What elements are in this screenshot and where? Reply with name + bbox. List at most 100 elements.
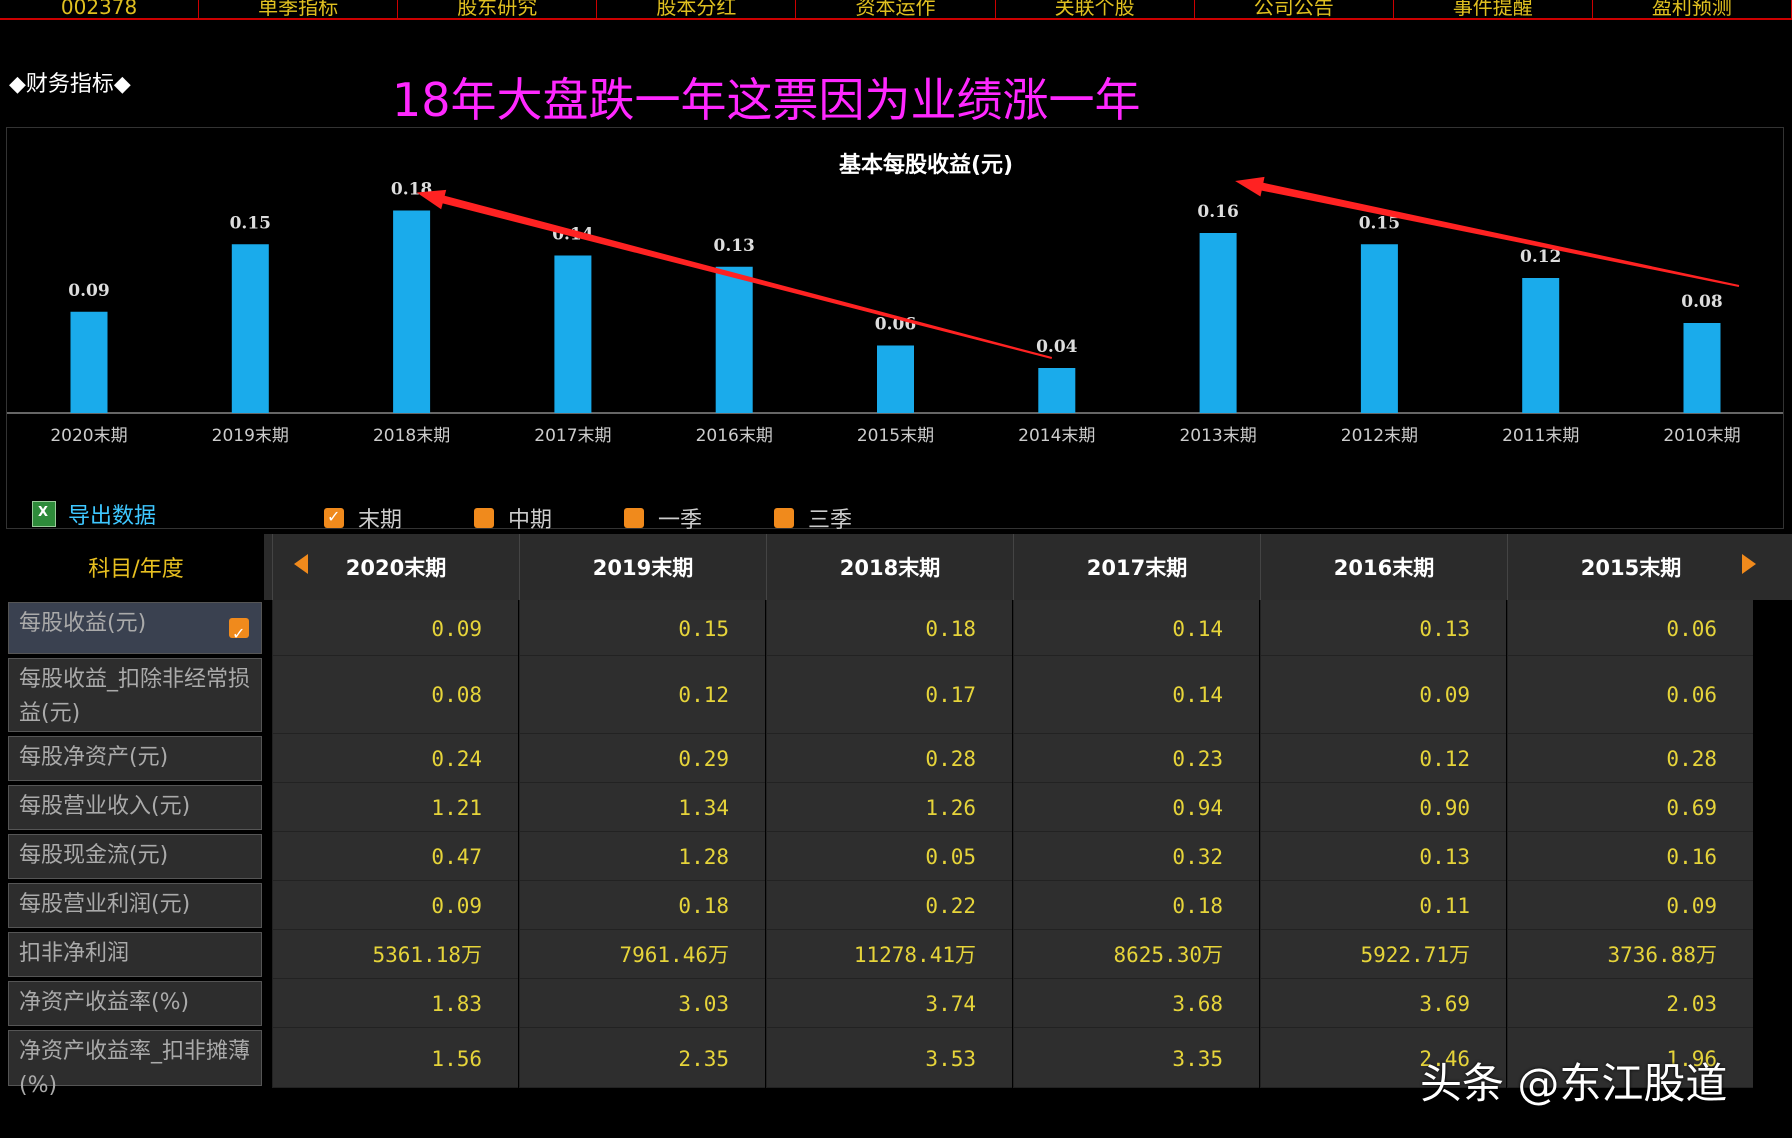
table-row[interactable]: 净资产收益率_扣非摊薄(%) 1.56 2.35 3.53 3.35 2.46 1.96 [8,1028,1792,1098]
row-label-text: 每股现金流(元) [19,843,169,868]
top-nav-tab[interactable]: 资本运作 [796,0,996,18]
table-cell: 7961.46万 [519,930,765,979]
export-data-label: 导出数据 [68,504,157,529]
table-cell: 0.28 [1507,734,1753,783]
checkbox-q3[interactable]: 三季 [774,502,852,534]
top-nav-tab[interactable]: 股本分红 [597,0,797,18]
table-cell: 8625.30万 [1013,930,1259,979]
top-nav-tab[interactable]: 事件提醒 [1394,0,1593,18]
table-cell: 1.96 [1507,1028,1753,1088]
table-cell: 0.13 [1260,600,1506,656]
row-label[interactable]: 每股营业利润(元) [8,883,262,928]
bar-value-label: 0.08 [1681,292,1722,312]
row-label-text: 净资产收益率(%) [19,990,190,1015]
table-row[interactable]: 扣非净利润 5361.18万 7961.46万 11278.41万 8625.30万 59… [8,930,1792,979]
watermark: 头条 @东江股道 [1420,1059,1728,1108]
top-nav-tab[interactable]: 盈利预测 [1593,0,1792,18]
row-label[interactable]: 每股现金流(元) [8,834,262,879]
table-cell: 11278.41万 [766,930,1012,979]
chart-bar [1683,323,1721,413]
scroll-right-arrow-icon[interactable] [1742,554,1756,574]
table-row[interactable]: 每股营业收入(元) 1.21 1.34 1.26 0.94 0.90 0.69 [8,783,1792,832]
export-data-button[interactable]: 导出数据 [32,498,156,530]
x-tick-label: 2017末期 [534,426,611,446]
scroll-left-arrow-icon[interactable] [294,554,308,574]
table-cell: 0.18 [766,600,1012,656]
table-cell: 0.69 [1507,783,1753,832]
table-cell: 0.15 [519,600,765,656]
table-cell: 0.28 [766,734,1012,783]
bar-value-label: 0.09 [68,281,109,301]
table-cell: 0.09 [272,881,518,930]
table-row[interactable]: 每股收益(元) 0.090.150.180.140.130.06 [8,600,1792,656]
table-cell: 0.29 [519,734,765,783]
top-nav-tab[interactable]: 单季指标 [199,0,399,18]
table-cell: 0.18 [519,881,765,930]
bar-value-label: 0.15 [230,213,271,233]
row-label[interactable]: 每股收益_扣除非经常损益(元) [8,658,262,732]
table-cell: 0.24 [272,734,518,783]
table-row[interactable]: 净资产收益率(%) 1.83 3.03 3.74 3.68 3.69 2.03 [8,979,1792,1028]
table-row[interactable]: 每股收益_扣除非经常损益(元) 0.08 0.12 0.17 0.14 0.09 0.06 [8,656,1792,734]
table-cell: 0.14 [1013,656,1259,734]
checkbox-interim[interactable]: 中期 [474,502,552,534]
top-nav-tab[interactable]: 关联个股 [996,0,1195,18]
row-label[interactable]: 每股收益(元) [8,602,262,654]
checkbox-annual[interactable]: 末期 [324,502,402,534]
row-label[interactable]: 每股营业收入(元) [8,785,262,830]
row-checkbox-icon[interactable] [229,617,249,651]
table-cell: 3.53 [766,1028,1012,1088]
table-cell: 0.17 [766,656,1012,734]
table-row[interactable]: 每股现金流(元) 0.47 1.28 0.05 0.32 0.13 0.16 [8,832,1792,881]
column-header: 2016末期 [1260,534,1507,600]
chart-bar [1522,278,1560,413]
eps-bar-chart: 基本每股收益(元)0.092020末期0.152019末期0.182018末期0… [7,152,1783,446]
annotation-arrow-right [1235,176,1740,287]
table-cell: 0.22 [766,881,1012,930]
row-label[interactable]: 扣非净利润 [8,932,262,977]
checkbox-icon[interactable] [624,508,644,528]
checkbox-label: 末期 [358,508,403,533]
table-cell: 0.11 [1260,881,1506,930]
table-cell: 0.09 [272,600,518,656]
chart-title: 基本每股收益(元) [839,152,1013,178]
column-header: 2015末期 [1507,534,1754,600]
row-label-text: 每股营业利润(元) [19,892,191,917]
bar-value-label: 0.13 [713,236,754,256]
table-corner-label: 科目/年度 [8,534,264,600]
top-nav-tab[interactable]: 公司公告 [1195,0,1394,18]
bar-value-label: 0.15 [1359,213,1400,233]
table-cell: 3.74 [766,979,1012,1028]
table-cell: 1.28 [519,832,765,881]
bar-value-label: 0.04 [1036,337,1078,357]
table-header: 科目/年度 2020末期 2019末期 2018末期 2017末期 2016末期… [8,534,1792,600]
row-label[interactable]: 净资产收益率(%) [8,981,262,1026]
row-label[interactable]: 净资产收益率_扣非摊薄(%) [8,1030,262,1098]
checkbox-q1[interactable]: 一季 [624,502,702,534]
table-cell: 0.12 [519,656,765,734]
table-cell: 0.32 [1013,832,1259,881]
table-cell: 0.09 [1260,656,1506,734]
row-label[interactable]: 每股净资产(元) [8,736,262,781]
top-nav-tab[interactable]: 股东研究 [398,0,598,18]
row-label-text: 净资产收益率_扣非摊薄(%) [19,1039,251,1098]
table-cell: 0.94 [1013,783,1259,832]
table-cell: 1.26 [766,783,1012,832]
chart-toolbar: 导出数据 末期 中期 一季 三季 [0,490,1792,534]
row-label-text: 每股收益(元) [19,611,147,636]
table-cell: 0.16 [1507,832,1753,881]
chart-bar [554,255,592,413]
checkbox-icon[interactable] [324,507,344,528]
table-cell: 3.35 [1013,1028,1259,1088]
checkbox-label: 一季 [658,508,703,533]
checkbox-icon[interactable] [474,508,494,528]
top-nav-tab[interactable]: 002378 [0,0,200,18]
chart-bar [715,266,753,413]
table-row[interactable]: 每股净资产(元) 0.24 0.29 0.28 0.23 0.12 0.28 [8,734,1792,783]
table-cell: 0.18 [1013,881,1259,930]
row-label-text: 每股营业收入(元) [19,794,191,819]
checkbox-icon[interactable] [774,508,794,528]
table-row[interactable]: 每股营业利润(元) 0.09 0.18 0.22 0.18 0.11 0.09 [8,881,1792,930]
table-cell: 0.12 [1260,734,1506,783]
column-header: 2020末期 [272,534,519,600]
